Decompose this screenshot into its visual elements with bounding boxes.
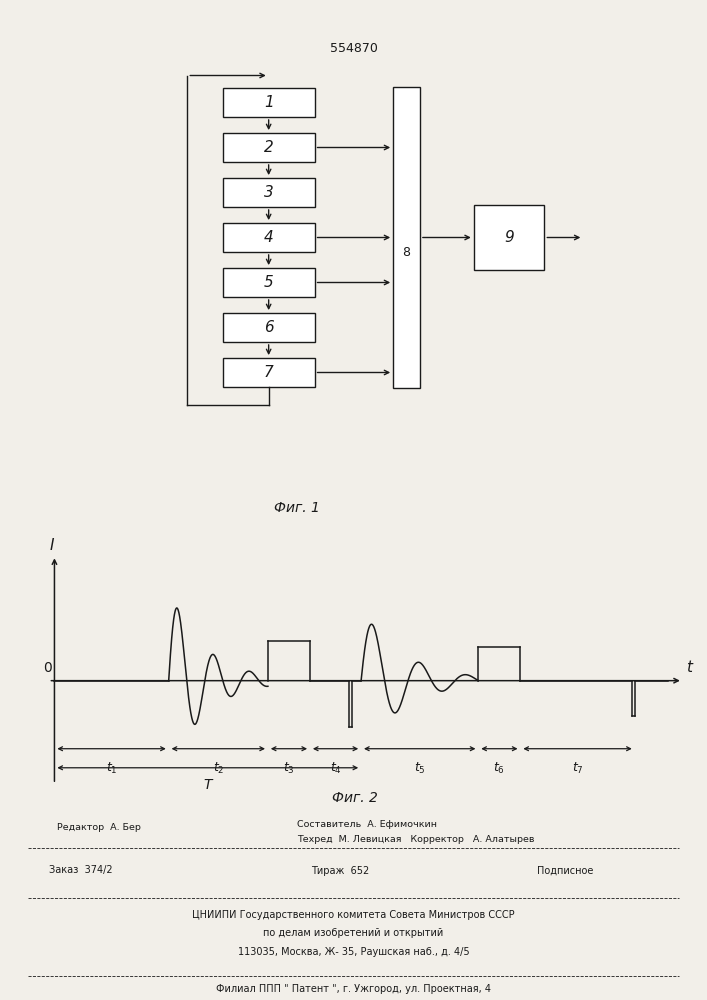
Text: Составитель  А. Ефимочкин: Составитель А. Ефимочкин bbox=[297, 820, 437, 829]
Bar bbox=[393, 88, 420, 387]
Bar bbox=[223, 88, 315, 117]
Text: T: T bbox=[204, 778, 212, 792]
Text: $t_1$: $t_1$ bbox=[106, 761, 117, 776]
Text: $t_2$: $t_2$ bbox=[213, 761, 224, 776]
Text: Редактор  А. Бер: Редактор А. Бер bbox=[57, 823, 141, 832]
Text: 5: 5 bbox=[264, 275, 274, 290]
Text: 113035, Москва, Ж- 35, Раушская наб., д. 4/5: 113035, Москва, Ж- 35, Раушская наб., д.… bbox=[238, 947, 469, 957]
Bar bbox=[223, 178, 315, 207]
Bar bbox=[223, 313, 315, 342]
Text: 2: 2 bbox=[264, 140, 274, 155]
Text: Филиал ППП " Патент ", г. Ужгород, ул. Проектная, 4: Филиал ППП " Патент ", г. Ужгород, ул. П… bbox=[216, 984, 491, 994]
Text: 4: 4 bbox=[264, 230, 274, 245]
Text: Заказ  374/2: Заказ 374/2 bbox=[49, 865, 113, 876]
Bar bbox=[223, 223, 315, 252]
Bar bbox=[223, 268, 315, 297]
Text: I: I bbox=[49, 538, 54, 553]
Bar bbox=[223, 358, 315, 387]
Text: Техред  М. Левицкая   Корректор   А. Алатырев: Техред М. Левицкая Корректор А. Алатырев bbox=[297, 835, 534, 844]
Text: 7: 7 bbox=[264, 365, 274, 380]
Text: Тираж  652: Тираж 652 bbox=[311, 865, 369, 876]
Text: $t_5$: $t_5$ bbox=[414, 761, 426, 776]
Text: 1: 1 bbox=[264, 95, 274, 110]
Text: Фиг. 2: Фиг. 2 bbox=[332, 791, 378, 805]
Text: 8: 8 bbox=[402, 246, 411, 259]
Text: 6: 6 bbox=[264, 320, 274, 335]
Text: 3: 3 bbox=[264, 185, 274, 200]
Text: ЦНИИПИ Государственного комитета Совета Министров СССР: ЦНИИПИ Государственного комитета Совета … bbox=[192, 910, 515, 920]
Text: по делам изобретений и открытий: по делам изобретений и открытий bbox=[264, 928, 443, 938]
Text: Подписное: Подписное bbox=[537, 865, 594, 876]
Text: $t_4$: $t_4$ bbox=[329, 761, 341, 776]
Text: $t_3$: $t_3$ bbox=[283, 761, 295, 776]
Bar bbox=[223, 133, 315, 162]
Text: $t_6$: $t_6$ bbox=[493, 761, 506, 776]
Text: 0: 0 bbox=[44, 661, 52, 675]
Text: $t_7$: $t_7$ bbox=[572, 761, 583, 776]
Text: t: t bbox=[686, 660, 691, 675]
Text: 554870: 554870 bbox=[329, 42, 378, 55]
Text: 9: 9 bbox=[504, 230, 514, 245]
Bar bbox=[474, 205, 544, 270]
Text: Фиг. 1: Фиг. 1 bbox=[274, 501, 320, 515]
